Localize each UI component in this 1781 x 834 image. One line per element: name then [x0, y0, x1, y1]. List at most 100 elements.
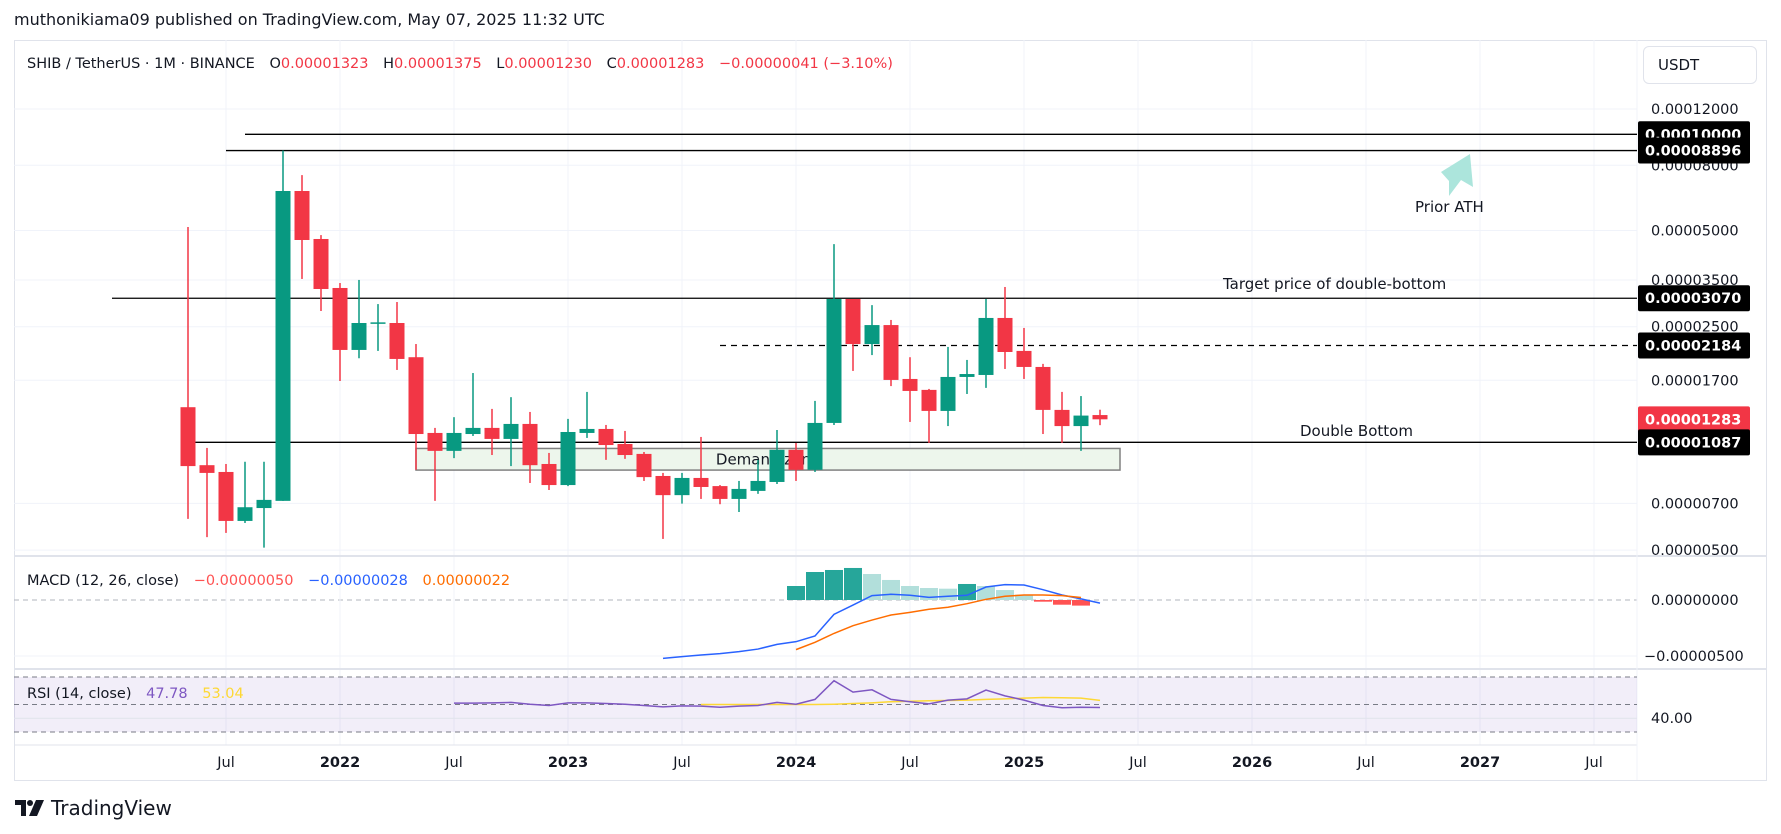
grid — [14, 40, 1637, 745]
macd-histogram-bar — [996, 590, 1014, 600]
high-value: 0.00001375 — [394, 56, 482, 72]
macd-plot — [662, 567, 1101, 660]
macd-line-value: −0.00000028 — [308, 573, 408, 589]
macd-axis-neg: −0.00000500 — [1644, 649, 1744, 665]
candle-body — [655, 475, 671, 496]
price-tick-label: 0.00000500 — [1651, 543, 1739, 559]
svg-text:SHIB / TetherUS · 1M · BINANCE: SHIB / TetherUS · 1M · BINANCE O 0.000013… — [27, 56, 893, 72]
rsi-value: 47.78 — [146, 686, 188, 702]
candle-body — [199, 465, 215, 473]
candle-body — [1054, 409, 1070, 427]
candle — [845, 298, 861, 371]
candle — [370, 304, 386, 351]
price-tick-label: 0.00002500 — [1651, 320, 1739, 336]
candle-body — [408, 357, 424, 435]
rsi-title: RSI (14, close) — [27, 686, 132, 702]
price-level-label-bg — [1638, 137, 1750, 164]
low-value: 0.00001230 — [504, 56, 592, 72]
candle-body — [674, 477, 690, 496]
candle — [256, 461, 272, 548]
time-tick-label: Jul — [444, 755, 463, 771]
candle — [598, 424, 614, 460]
rsi-line — [454, 679, 1101, 709]
up-arrow-icon[interactable] — [1441, 154, 1473, 196]
low-label: L — [496, 56, 504, 72]
macd-histogram-bar — [825, 569, 843, 600]
candle — [902, 357, 918, 422]
candle-body — [1073, 415, 1089, 427]
price-level-label-bg — [1638, 285, 1750, 312]
time-tick-label: Jul — [672, 755, 691, 771]
currency-button[interactable]: USDT — [1643, 46, 1757, 84]
candle-body — [256, 499, 272, 509]
rsi-axis-40: 40.00 — [1651, 711, 1693, 727]
candle-body — [978, 317, 994, 375]
candle — [1035, 363, 1051, 435]
rsi-legend: RSI (14, close) 47.78 53.04 — [27, 686, 244, 702]
symbol-title: SHIB / TetherUS · 1M · BINANCE — [27, 56, 255, 72]
candle — [218, 463, 234, 533]
candle-body — [218, 471, 234, 521]
time-tick-label: 2022 — [320, 755, 360, 771]
macd-histogram-bar — [1072, 600, 1090, 606]
macd-histogram-bar — [1015, 594, 1033, 600]
macd-line — [662, 583, 1101, 660]
macd-histogram-bar — [863, 574, 881, 600]
price-level-label-text: 0.00003070 — [1645, 291, 1741, 307]
price-level-label: 0.00003070 — [1638, 285, 1750, 312]
candle-body — [180, 407, 196, 467]
macd-histogram-bar — [882, 579, 900, 600]
price-tick-label: 0.00005000 — [1651, 224, 1739, 240]
macd-signal-value: 0.00000022 — [423, 573, 511, 589]
candle — [408, 344, 424, 470]
macd-histogram-bar — [844, 567, 862, 600]
candle-body — [465, 427, 481, 435]
candle — [332, 283, 348, 381]
candle-body — [731, 488, 747, 499]
svg-text:MACD (12, 26, close) −0.: MACD (12, 26, close) −0.00000050 −0.0000… — [27, 573, 510, 589]
tradingview-logo-text: TradingView — [51, 796, 172, 820]
time-tick-label: 2026 — [1232, 755, 1272, 771]
price-tick-label: 0.00012000 — [1651, 102, 1739, 118]
open-label: O — [269, 56, 280, 72]
publisher-line: muthonikiama09 published on TradingView.… — [14, 10, 605, 29]
macd-histogram-bar — [806, 572, 824, 600]
time-tick-label: 2023 — [548, 755, 588, 771]
macd-axis-zero: 0.00000000 — [1651, 593, 1739, 609]
candle — [883, 319, 899, 387]
price-level-label-text: 0.00008896 — [1645, 144, 1741, 160]
price-level-label-text: 0.00001087 — [1645, 435, 1741, 451]
macd-histogram-bar — [1053, 600, 1071, 605]
candle — [1092, 409, 1108, 426]
candle-body — [503, 423, 519, 439]
time-axis[interactable]: Jul 2022 Jul 2023 Jul 2024 Jul 2025 Jul 2026 Jul 20… — [216, 755, 1603, 771]
price-axis[interactable]: 0.000120000.000080000.000050000.00003500… — [1651, 102, 1739, 559]
tradingview-logo[interactable]: TradingView — [15, 796, 172, 820]
price-level-labels: 0.000100000.000088960.000030700.00002184… — [1638, 121, 1750, 456]
price-tick-label: 0.00003500 — [1651, 273, 1739, 289]
price-tick-label: 0.00001700 — [1651, 373, 1739, 389]
price-level-label: 0.00001283 — [1638, 406, 1750, 433]
candle — [864, 305, 880, 356]
candle — [199, 447, 215, 538]
candle-body — [522, 423, 538, 466]
macd-hist-value: −0.00000050 — [194, 573, 294, 589]
candle — [389, 302, 405, 370]
candle-body — [579, 428, 595, 433]
candle — [769, 429, 785, 485]
time-tick-label: Jul — [900, 755, 919, 771]
candle-body — [332, 287, 348, 350]
demand-zone[interactable]: Demand zone — [415, 447, 1121, 471]
candle — [446, 417, 462, 459]
candle-body — [826, 298, 842, 423]
candle-body — [560, 431, 576, 486]
candle — [674, 472, 690, 504]
candle — [503, 397, 519, 467]
svg-text:RSI (14, close) 47.78: RSI (14, close) 47.78 53.04 — [27, 686, 244, 702]
time-tick-label: Jul — [1128, 755, 1147, 771]
target-price-label: Target price of double-bottom — [1222, 275, 1446, 293]
candle — [731, 480, 747, 513]
candle — [617, 430, 633, 459]
candle — [427, 427, 443, 501]
